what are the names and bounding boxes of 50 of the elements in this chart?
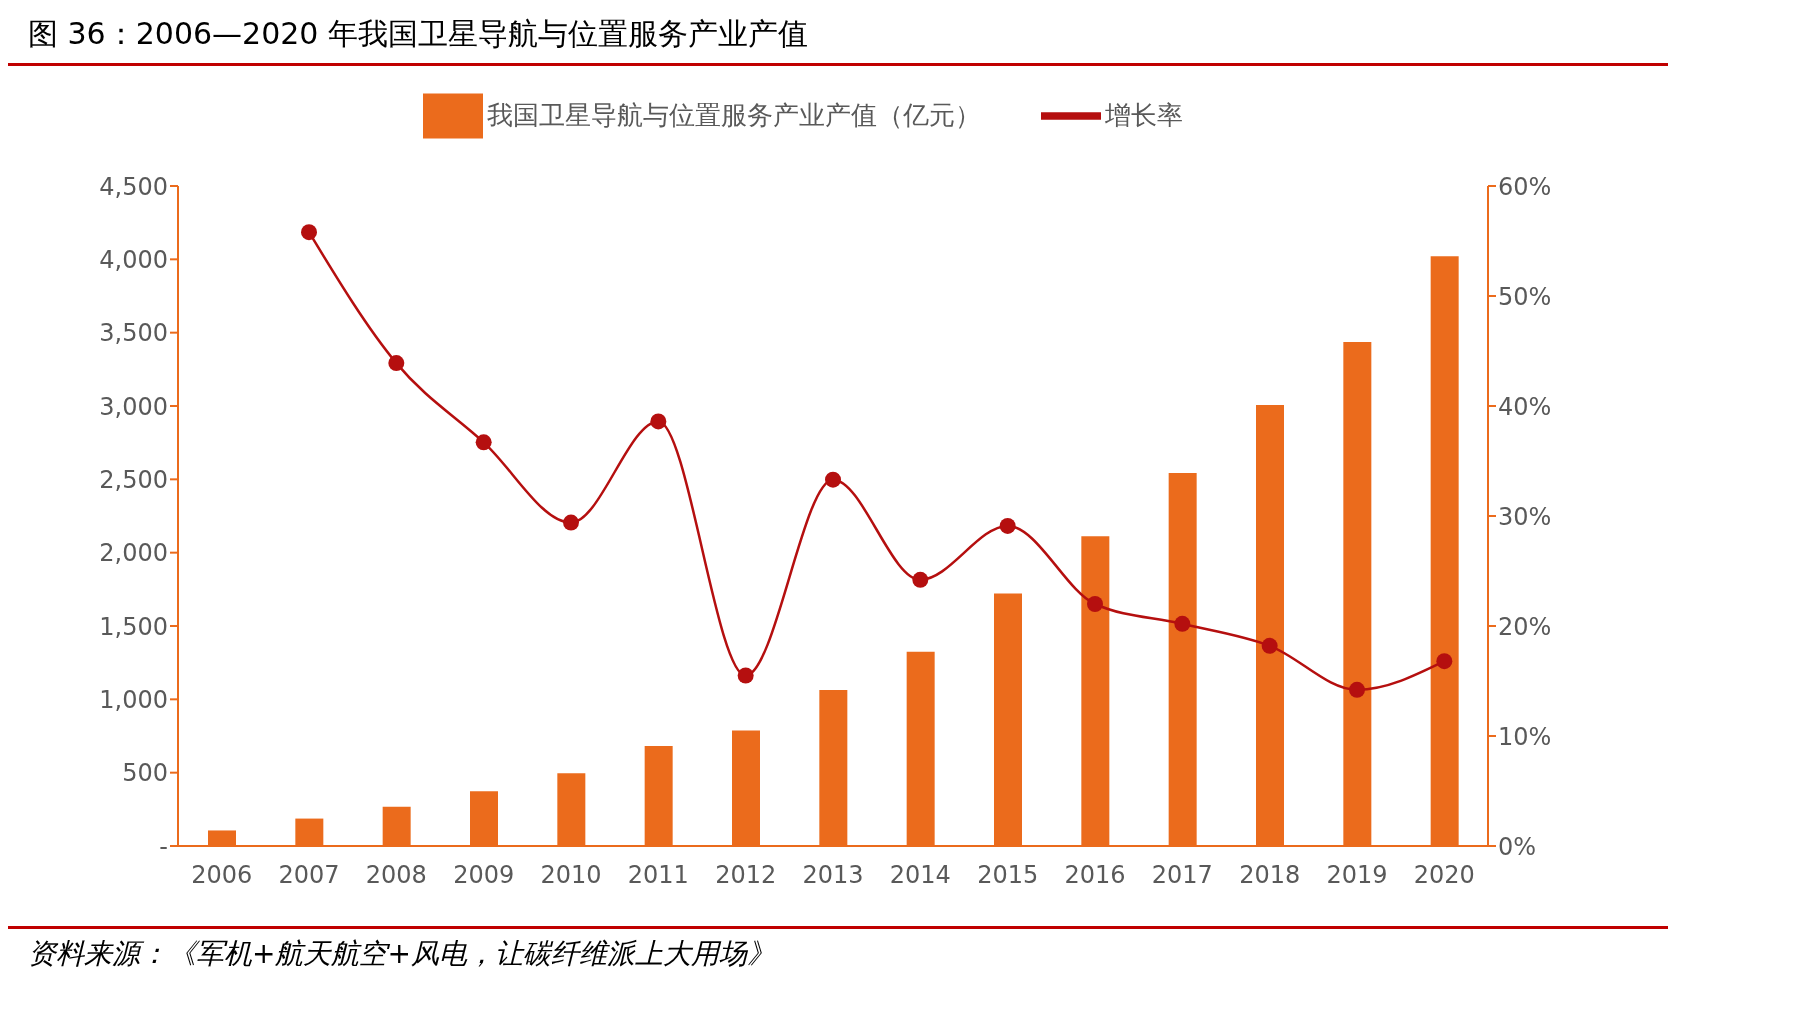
y2-tick-label: 20%: [1498, 612, 1552, 641]
y-tick-label: 2,000: [99, 539, 168, 568]
y-tick-label: 1,000: [99, 685, 168, 714]
y-tick-label: 1,500: [99, 612, 168, 641]
y-tick-label: 500: [122, 759, 168, 788]
point: [912, 571, 929, 588]
point: [1436, 653, 1453, 670]
point: [737, 667, 754, 684]
x-tick-label: 2018: [1239, 861, 1301, 890]
y2-tick-label: 60%: [1498, 172, 1552, 201]
x-tick-label: 2019: [1326, 861, 1388, 890]
point: [1261, 637, 1278, 654]
y-tick-label: 4,500: [99, 172, 168, 201]
point: [1174, 615, 1191, 632]
x-tick-label: 2014: [889, 861, 951, 890]
y-tick-label: 4,000: [99, 245, 168, 274]
point: [475, 434, 492, 451]
y2-tick-label: 40%: [1498, 392, 1552, 421]
y-tick-label: 3,000: [99, 392, 168, 421]
x-tick-label: 2006: [191, 861, 253, 890]
x-tick-label: 2009: [453, 861, 515, 890]
point: [825, 471, 841, 488]
y-tick-label: 2,500: [99, 465, 168, 494]
x-tick-label: 2016: [1064, 861, 1126, 890]
y2-tick-label: 10%: [1498, 722, 1552, 751]
chart-title: 图 36：2006—2020 年我国卫星导航与位置服务产业产值: [8, 8, 1668, 66]
x-tick-label: 2008: [365, 861, 427, 890]
y-tick-label: 3,500: [99, 319, 168, 348]
text: 资料来源：《军机+航天航空+风电，让碳纤维派上大用场》: [28, 936, 776, 972]
x-tick-label: 2013: [802, 861, 864, 890]
x-tick-label: 2011: [627, 861, 689, 890]
y2-tick-label: 50%: [1498, 282, 1552, 311]
x-tick-label: 2020: [1413, 861, 1475, 890]
point: [301, 224, 317, 241]
point: [999, 517, 1016, 534]
y2-tick-label: 0%: [1498, 832, 1537, 861]
x-tick-label: 2010: [540, 861, 602, 890]
point: [1087, 596, 1103, 612]
point: [650, 413, 667, 430]
x-tick-label: 2007: [278, 861, 340, 890]
point: [388, 355, 405, 372]
point: [1349, 681, 1365, 698]
x-tick-label: 2015: [977, 861, 1039, 890]
legend-label: 增长率: [1105, 99, 1183, 130]
y2-tick-label: 30%: [1498, 502, 1552, 531]
legend-label: 我国卫星导航与位置服务产业产值（亿元）: [487, 99, 981, 130]
point: [563, 514, 579, 531]
y-tick-label: -: [159, 832, 168, 861]
x-tick-label: 2017: [1151, 861, 1213, 890]
x-tick-label: 2012: [715, 861, 777, 890]
